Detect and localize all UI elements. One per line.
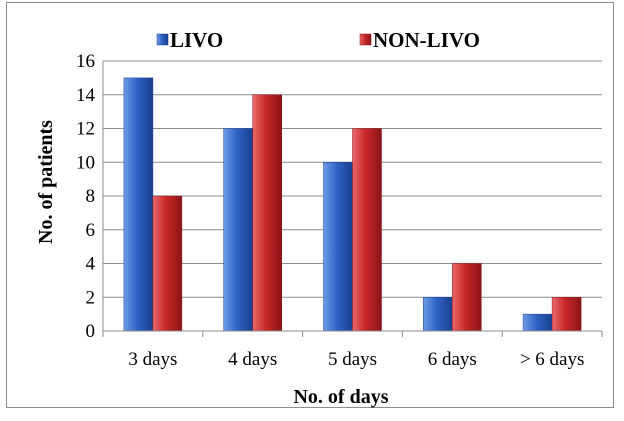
bar-non-livo xyxy=(551,297,582,332)
y-tick-label: 2 xyxy=(86,287,96,308)
x-axis-title: No. of days xyxy=(293,386,388,408)
bar-non-livo xyxy=(352,128,382,332)
bar-non-livo xyxy=(252,94,282,332)
bar-non-livo xyxy=(152,195,183,332)
chart-frame xyxy=(6,2,614,408)
bar-non-livo xyxy=(452,263,482,332)
y-tick-label: 16 xyxy=(76,51,95,72)
x-tick-label: 3 days xyxy=(128,349,177,370)
bars xyxy=(123,77,582,332)
legend-swatch-livo xyxy=(156,33,169,46)
bar-livo xyxy=(123,77,154,332)
x-tick-label: 6 days xyxy=(428,349,477,370)
legend-label-non-livo: NON-LIVO xyxy=(373,28,480,52)
x-tick-label: 4 days xyxy=(228,349,277,370)
legend-swatch-non-livo xyxy=(359,33,372,46)
y-tick-labels: 0 2 4 6 8 10 12 14 16 xyxy=(76,51,96,342)
y-tick-label: 8 xyxy=(86,186,96,207)
bar-livo xyxy=(522,313,553,332)
y-axis-title: No. of patients xyxy=(35,120,57,244)
bar-livo xyxy=(323,162,353,332)
y-tick-label: 12 xyxy=(76,119,95,140)
y-tick-label: 0 xyxy=(86,321,96,342)
y-tick-label: 6 xyxy=(86,220,96,241)
axes xyxy=(102,61,603,337)
x-tick-label: 5 days xyxy=(328,349,377,370)
y-tick-label: 14 xyxy=(76,85,96,106)
legend-label-livo: LIVO xyxy=(170,28,223,52)
y-tick-label: 10 xyxy=(76,152,95,173)
bar-livo xyxy=(423,297,453,332)
bar-livo xyxy=(223,128,253,332)
x-tick-labels: 3 days 4 days 5 days 6 days > 6 days xyxy=(128,349,584,370)
y-tick-label: 4 xyxy=(86,254,96,275)
legend: LIVO NON-LIVO xyxy=(156,28,480,52)
x-tick-label: > 6 days xyxy=(520,349,585,370)
